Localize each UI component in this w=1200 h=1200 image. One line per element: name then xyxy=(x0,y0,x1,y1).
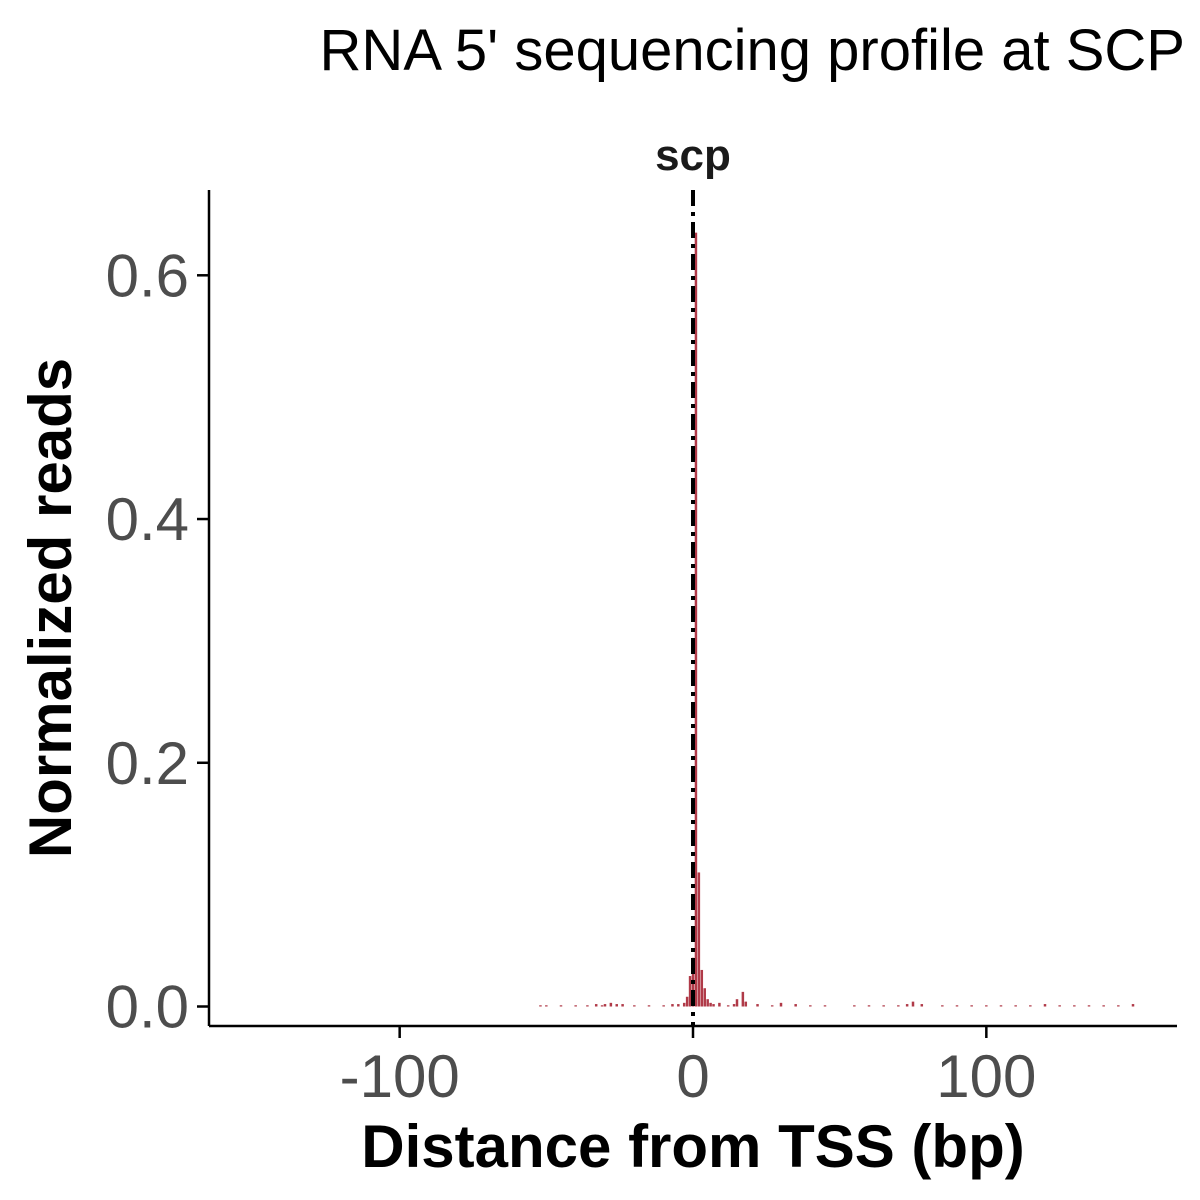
bar-0-47 xyxy=(955,1005,959,1007)
x-tick-label: 0 xyxy=(676,1043,709,1110)
bar-0-22 xyxy=(700,969,704,1007)
bar-0-13 xyxy=(662,1005,665,1007)
x-tick-label: -100 xyxy=(340,1043,460,1110)
x-axis-title: Distance from TSS (bp) xyxy=(361,1113,1024,1180)
bar-0-17 xyxy=(685,996,689,1007)
bar-0-18 xyxy=(688,976,692,1007)
bar-0-46 xyxy=(941,1005,944,1007)
bar-0-25 xyxy=(709,1002,712,1007)
bar-0-7 xyxy=(603,1004,607,1007)
bar-0-49 xyxy=(985,1005,988,1007)
bar-0-54 xyxy=(1058,1005,1061,1007)
bar-0-40 xyxy=(867,1005,871,1007)
bar-0-53 xyxy=(1043,1004,1047,1007)
bar-0-23 xyxy=(703,988,706,1007)
y-axis-title: Normalized reads xyxy=(17,358,84,858)
bar-0-10 xyxy=(621,1004,624,1007)
bar-0-38 xyxy=(823,1005,827,1007)
bar-0-4 xyxy=(586,1005,589,1007)
bar-0-32 xyxy=(744,1001,748,1007)
bar-0-9 xyxy=(615,1004,618,1007)
bar-0-20 xyxy=(694,232,698,1007)
bar-0-59 xyxy=(1131,1004,1135,1007)
bar-0-16 xyxy=(682,1002,686,1007)
bar-0-8 xyxy=(609,1002,613,1007)
bar-0-51 xyxy=(1014,1005,1017,1007)
bar-0-56 xyxy=(1087,1005,1091,1007)
bar-0-37 xyxy=(809,1005,812,1007)
tss-marker-label: scp xyxy=(655,131,731,180)
bar-0-6 xyxy=(600,1005,604,1007)
bar-0-48 xyxy=(970,1005,973,1007)
bar-0-11 xyxy=(633,1005,636,1007)
y-axis-ticks: 0.0 0.2 0.4 0.6 xyxy=(106,242,209,1041)
bar-0-26 xyxy=(712,1004,715,1007)
bar-0-35 xyxy=(779,1002,783,1007)
bar-0-0 xyxy=(539,1005,542,1007)
bar-0-58 xyxy=(1117,1005,1120,1007)
y-tick-label: 0.0 xyxy=(106,974,189,1041)
bar-0-42 xyxy=(897,1005,900,1007)
bar-0-57 xyxy=(1102,1005,1105,1007)
bar-0-3 xyxy=(574,1005,577,1007)
tss-marker: scp xyxy=(655,131,731,1026)
bar-0-27 xyxy=(718,1002,721,1007)
bar-0-50 xyxy=(999,1005,1003,1007)
bar-0-41 xyxy=(882,1005,885,1007)
bar-0-21 xyxy=(697,872,701,1007)
y-tick-label: 0.2 xyxy=(106,730,189,797)
x-axis-ticks: -100 0 100 xyxy=(340,1026,1036,1110)
x-tick-label: 100 xyxy=(936,1043,1036,1110)
bar-0-5 xyxy=(594,1004,598,1007)
bar-0-34 xyxy=(770,1005,774,1007)
y-tick-label: 0.4 xyxy=(106,486,189,553)
bar-0-45 xyxy=(920,1004,924,1007)
bar-0-44 xyxy=(911,1001,915,1007)
bar-0-43 xyxy=(905,1004,909,1007)
y-tick-label: 0.6 xyxy=(106,242,189,309)
bar-0-30 xyxy=(735,999,739,1007)
bar-0-31 xyxy=(741,991,745,1007)
bar-0-39 xyxy=(853,1005,856,1007)
bar-series xyxy=(539,232,1135,1007)
chart-title: RNA 5' sequencing profile at SCP xyxy=(320,18,1185,83)
bar-0-14 xyxy=(671,1004,674,1007)
bar-0-29 xyxy=(732,1004,736,1007)
bar-0-2 xyxy=(559,1005,563,1007)
bar-0-36 xyxy=(794,1004,797,1007)
bar-0-12 xyxy=(647,1005,651,1007)
bar-0-24 xyxy=(706,999,709,1007)
bar-0-33 xyxy=(756,1004,759,1007)
bar-0-28 xyxy=(726,1005,730,1007)
bar-0-15 xyxy=(677,1004,680,1007)
bar-0-1 xyxy=(545,1005,548,1007)
bar-0-55 xyxy=(1073,1005,1076,1007)
bar-0-52 xyxy=(1029,1005,1032,1007)
